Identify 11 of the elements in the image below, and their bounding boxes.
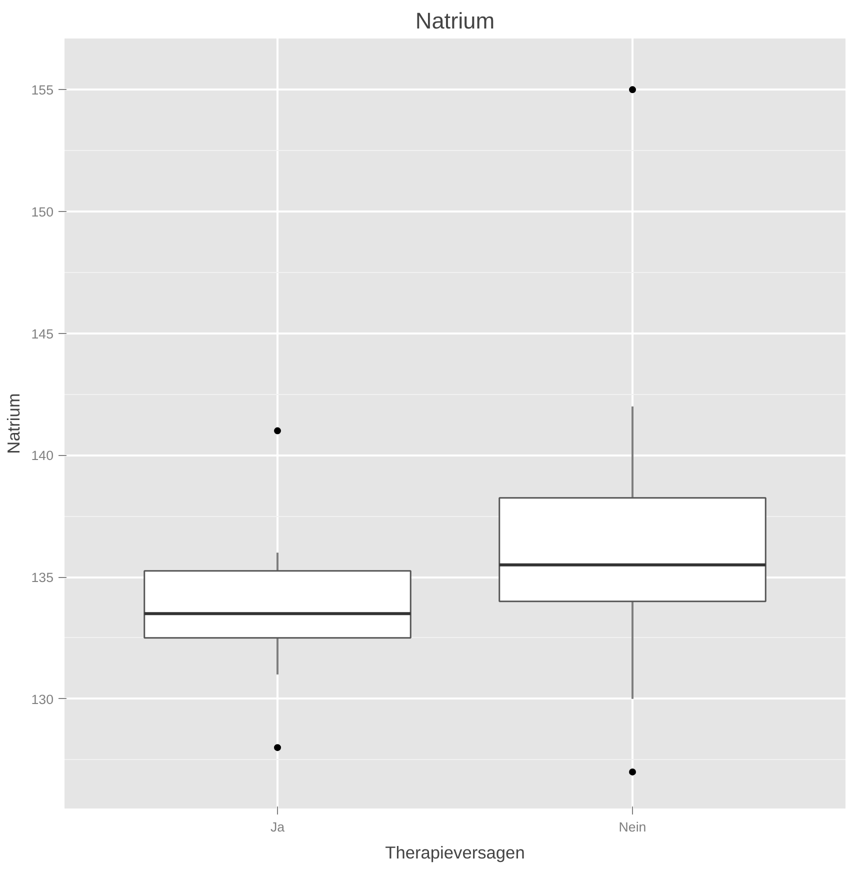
y-tick-label: 130 bbox=[31, 692, 54, 707]
x-tick-label: Nein bbox=[618, 820, 646, 834]
chart-title: Natrium bbox=[415, 8, 495, 34]
y-tick-label: 145 bbox=[31, 326, 54, 342]
y-tick-label: 135 bbox=[31, 570, 54, 586]
y-axis-title: Natrium bbox=[3, 393, 24, 454]
y-tick-label: 155 bbox=[31, 82, 54, 98]
x-tick-label: Ja bbox=[270, 820, 286, 834]
y-tick-label: 140 bbox=[31, 448, 54, 464]
y-tick-label: 150 bbox=[31, 204, 54, 220]
x-axis-title: Therapieversagen bbox=[385, 842, 525, 862]
